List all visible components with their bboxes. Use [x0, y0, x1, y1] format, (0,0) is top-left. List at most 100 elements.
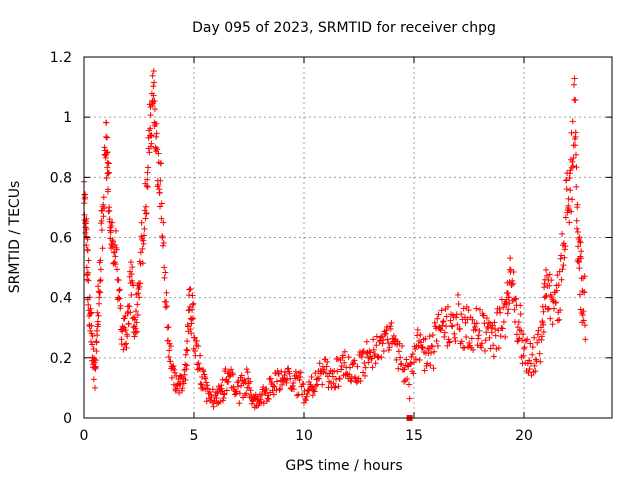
data-point: [96, 300, 103, 307]
data-point: [444, 342, 451, 349]
data-point: [166, 347, 173, 354]
data-point: [98, 227, 105, 234]
data-point: [429, 343, 436, 350]
data-point: [195, 360, 202, 367]
data-point: [111, 242, 118, 249]
data-point: [95, 312, 102, 319]
data-point: [292, 368, 299, 375]
data-point: [198, 381, 205, 388]
data-point: [394, 341, 401, 348]
data-point: [137, 280, 144, 287]
data-point: [395, 348, 402, 355]
data-point: [378, 333, 385, 340]
data-point: [566, 219, 573, 226]
data-point: [160, 219, 167, 226]
data-point: [433, 338, 440, 345]
data-point: [189, 292, 196, 299]
data-point: [183, 362, 190, 369]
data-point: [353, 379, 360, 386]
data-point: [520, 331, 527, 338]
data-point: [577, 291, 584, 298]
data-point: [95, 288, 102, 295]
data-point: [341, 348, 348, 355]
data-point: [529, 344, 536, 351]
data-point: [306, 379, 313, 386]
data-point: [158, 160, 164, 167]
data-point: [387, 325, 394, 332]
data-point: [100, 213, 107, 220]
data-point: [519, 337, 526, 344]
data-point: [573, 183, 580, 190]
data-point: [139, 245, 146, 252]
data-point: [105, 169, 112, 176]
data-point: [268, 379, 275, 386]
data-point: [125, 320, 132, 327]
data-point: [469, 316, 476, 323]
data-point: [341, 359, 348, 366]
data-point: [414, 326, 421, 333]
data-point: [103, 119, 110, 126]
data-point: [266, 376, 273, 383]
data-point: [243, 366, 250, 373]
data-point: [476, 327, 483, 334]
data-point: [493, 345, 500, 352]
data-point: [513, 331, 520, 338]
data-point: [270, 383, 277, 390]
data-point: [210, 403, 217, 410]
data-point: [511, 306, 518, 313]
data-point: [504, 310, 511, 317]
data-point: [474, 342, 481, 349]
data-point: [567, 187, 574, 194]
data-point: [351, 374, 358, 381]
data-points: [81, 67, 589, 421]
data-point: [412, 355, 419, 362]
data-point: [150, 67, 157, 74]
data-point: [437, 325, 444, 332]
data-point: [221, 390, 228, 397]
data-point: [133, 319, 140, 326]
data-point: [138, 233, 145, 240]
data-point: [441, 329, 448, 336]
data-point: [183, 366, 190, 373]
data-point: [531, 334, 538, 341]
data-point: [581, 273, 588, 280]
data-point: [573, 151, 580, 158]
data-point: [443, 313, 450, 320]
data-point: [141, 232, 148, 239]
data-point: [85, 269, 92, 276]
data-point: [157, 177, 164, 184]
data-point: [557, 307, 564, 314]
data-point: [434, 315, 441, 322]
data-point: [569, 118, 576, 125]
data-point: [460, 305, 467, 312]
data-point: [386, 344, 393, 351]
data-point: [427, 349, 434, 356]
data-point: [555, 281, 562, 288]
data-point: [363, 338, 370, 345]
y-tick-label: 0.8: [50, 170, 72, 186]
data-point: [430, 365, 437, 372]
data-point: [116, 287, 123, 294]
data-point: [431, 319, 438, 326]
data-point: [398, 360, 405, 367]
data-point: [367, 349, 374, 356]
data-point: [438, 307, 445, 314]
data-point: [347, 377, 354, 384]
data-point: [228, 366, 235, 373]
data-point: [454, 321, 461, 328]
data-point: [122, 327, 129, 334]
data-point: [576, 258, 583, 265]
data-point: [359, 349, 366, 356]
data-point: [336, 375, 343, 382]
data-point: [416, 356, 423, 363]
data-point: [82, 191, 89, 198]
data-point: [236, 400, 243, 407]
data-point: [188, 330, 195, 337]
data-point: [161, 264, 168, 271]
data-point: [431, 348, 438, 355]
data-point: [189, 301, 196, 308]
data-point: [560, 240, 567, 247]
data-point: [193, 338, 200, 345]
data-point: [544, 306, 551, 313]
data-point: [481, 320, 488, 327]
